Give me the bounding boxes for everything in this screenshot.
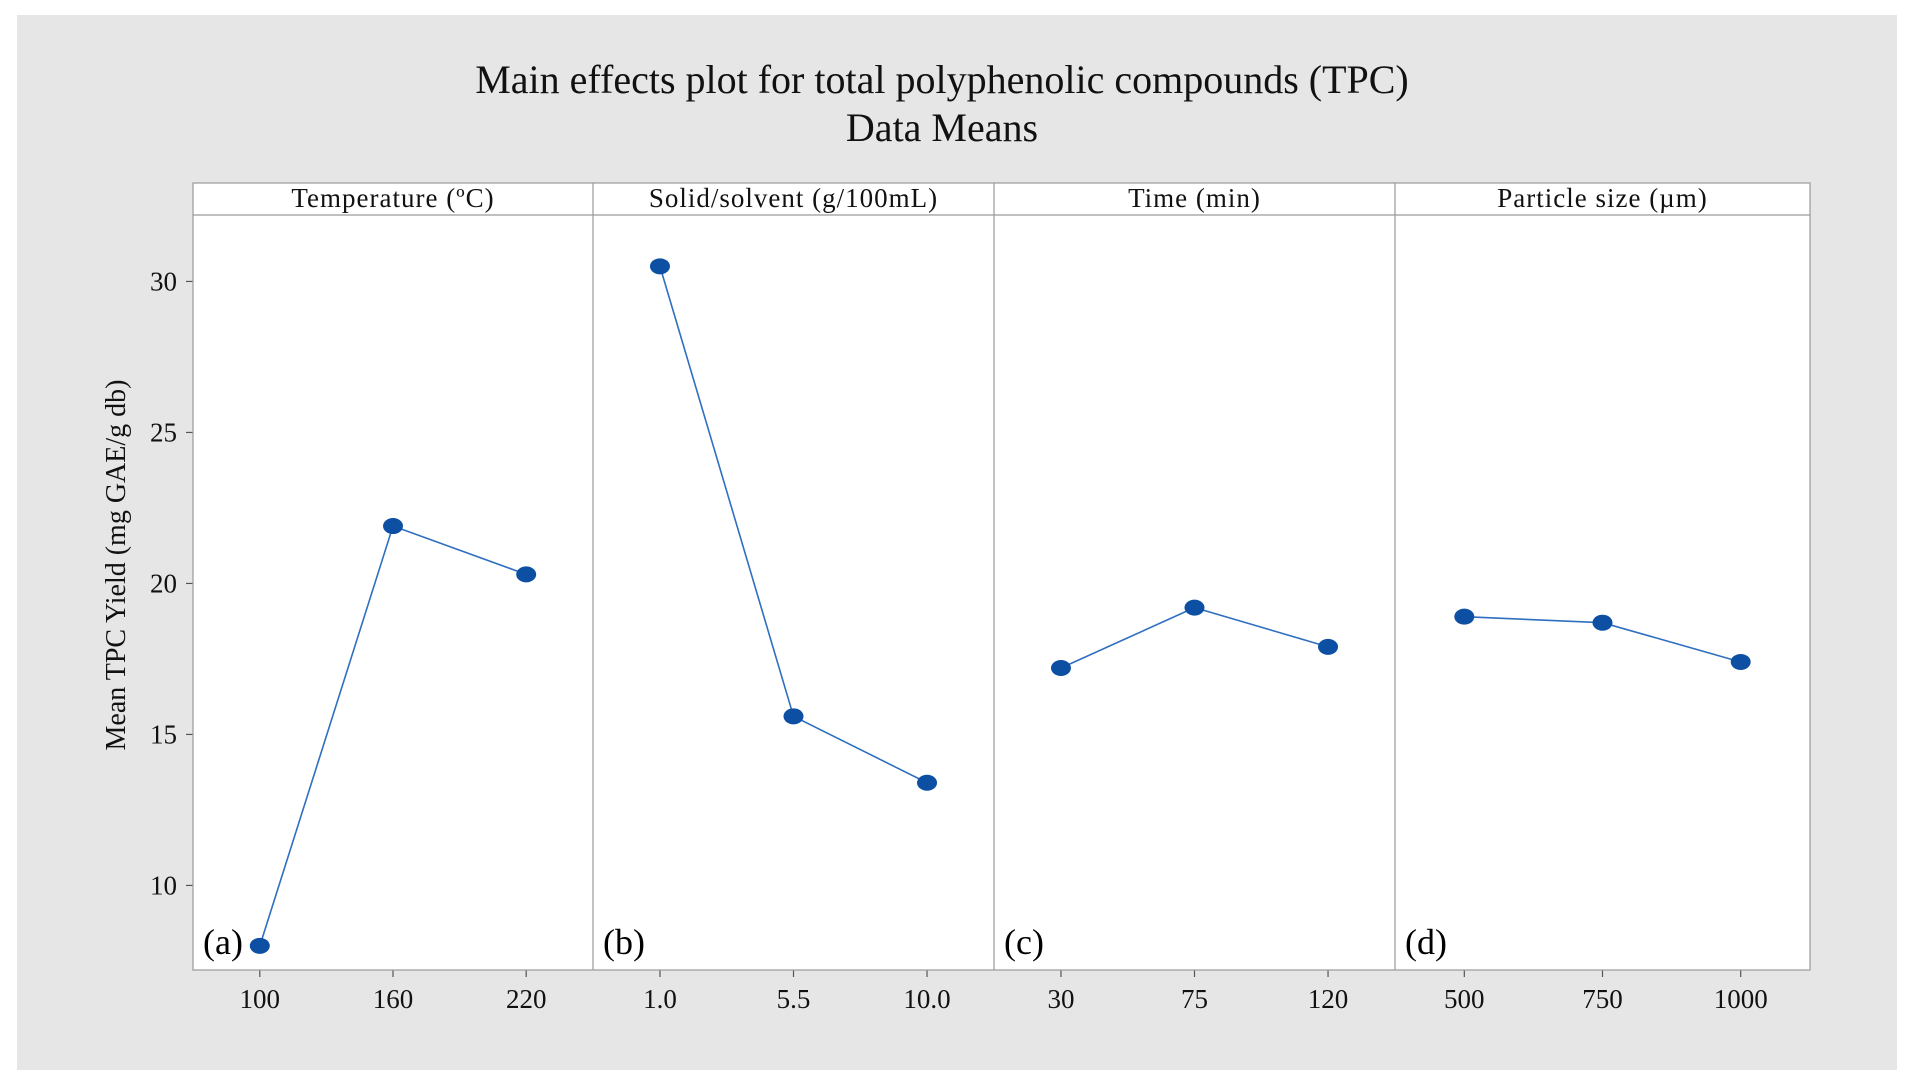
panel-header-label: Particle size (µm) — [1497, 183, 1707, 213]
y-tick-label: 20 — [150, 568, 177, 598]
x-tick-label: 120 — [1308, 984, 1349, 1014]
y-tick-label: 15 — [150, 719, 177, 749]
x-tick-label: 1.0 — [643, 984, 677, 1014]
panel-tag: (d) — [1405, 922, 1447, 962]
data-point — [783, 708, 804, 725]
y-tick-label: 10 — [150, 870, 177, 900]
plot-frame — [192, 182, 1811, 971]
plot-background — [193, 183, 1810, 970]
panel-tag: (a) — [203, 922, 243, 962]
x-tick-label: 750 — [1582, 984, 1623, 1014]
y-tick-label: 30 — [150, 266, 177, 296]
figure-background: Main effects plot for total polyphenolic… — [17, 15, 1897, 1070]
x-tick-label: 500 — [1444, 984, 1485, 1014]
panel-header-label: Solid/solvent (g/100mL) — [649, 183, 938, 213]
panel-header-label: Time (min) — [1128, 183, 1261, 213]
panel-header-label: Temperature (ºC) — [291, 183, 494, 213]
data-point — [1454, 608, 1475, 625]
plot-area: 10 15 20 25 30 Temperature (ºC) 100 160 220 (a) So… — [150, 182, 1811, 1014]
x-tick-label: 10.0 — [903, 984, 950, 1014]
y-axis-label: Mean TPC Yield (mg GAE/g db) — [101, 380, 132, 751]
data-point — [917, 774, 938, 791]
y-tick-label: 25 — [150, 417, 177, 447]
x-tick-label: 220 — [506, 984, 547, 1014]
x-tick-label: 100 — [240, 984, 281, 1014]
x-tick-label: 75 — [1181, 984, 1208, 1014]
x-tick-label: 30 — [1047, 984, 1074, 1014]
data-point — [516, 566, 537, 583]
chart-title: Main effects plot for total polyphenolic… — [475, 57, 1409, 102]
data-point — [383, 518, 403, 535]
data-point — [249, 937, 270, 954]
data-point — [1318, 638, 1339, 655]
data-point — [1184, 599, 1205, 616]
data-point — [649, 258, 670, 275]
chart-subtitle: Data Means — [846, 105, 1038, 150]
x-tick-label: 160 — [373, 984, 414, 1014]
x-tick-label: 1000 — [1714, 984, 1768, 1014]
data-point — [1730, 653, 1751, 670]
panel-tag: (c) — [1004, 922, 1044, 962]
main-effects-chart: Main effects plot for total polyphenolic… — [101, 57, 1811, 1014]
x-tick-label: 5.5 — [777, 984, 811, 1014]
data-point — [1592, 614, 1613, 631]
panel-tag: (b) — [603, 922, 645, 962]
data-point — [1050, 660, 1071, 676]
